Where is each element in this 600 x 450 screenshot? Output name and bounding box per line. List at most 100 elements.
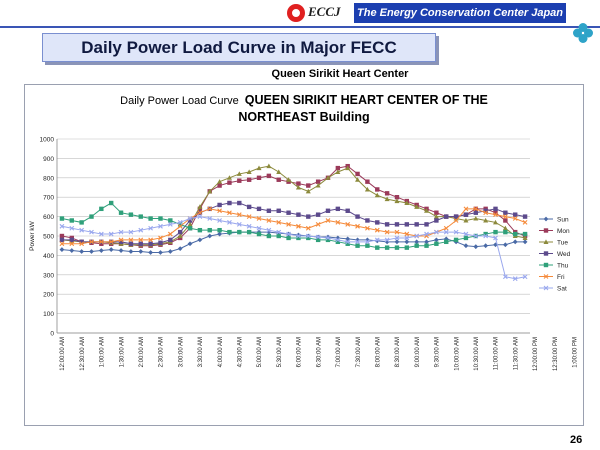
data-point-tue — [256, 165, 262, 171]
data-point-sat — [512, 276, 518, 282]
header-divider — [0, 26, 600, 28]
data-point-tue — [522, 235, 528, 240]
data-point-thu — [394, 245, 400, 250]
data-point-fri — [98, 239, 104, 245]
data-point-wed — [276, 208, 281, 213]
data-point-mon — [315, 179, 321, 184]
data-point-mon — [335, 165, 341, 171]
data-point-fri — [315, 221, 321, 227]
data-point-sat — [177, 220, 183, 225]
data-point-fri — [404, 231, 410, 237]
data-point-fri — [365, 225, 370, 231]
data-point-tue — [463, 217, 469, 223]
data-point-thu — [227, 229, 232, 235]
data-point-fri — [266, 218, 272, 223]
data-point-sat — [473, 233, 479, 239]
data-point-fri — [502, 214, 508, 219]
data-point-sun — [217, 231, 222, 237]
x-tick-label: 9:30:00 AM — [435, 337, 441, 367]
data-point-sat — [522, 274, 528, 280]
data-point-wed — [365, 218, 370, 223]
data-point-thu — [246, 229, 252, 235]
data-point-wed — [325, 208, 331, 213]
data-point-mon — [375, 187, 380, 192]
data-point-sat — [414, 233, 420, 239]
data-point-tue — [364, 186, 370, 192]
data-point-wed — [522, 214, 528, 219]
data-point-wed — [315, 212, 321, 217]
y-tick-label: 500 — [43, 234, 54, 241]
data-point-fri — [79, 241, 85, 247]
x-tick-label: 3:00:00 AM — [178, 337, 184, 367]
data-point-wed — [414, 222, 419, 227]
legend-label-tue: Tue — [557, 240, 568, 247]
legend-label-sat: Sat — [557, 286, 567, 293]
data-point-sun — [463, 243, 469, 249]
x-tick-label: 1:00:00 AM — [100, 337, 106, 367]
data-point-sat — [89, 229, 94, 235]
data-point-mon — [296, 181, 301, 186]
data-point-sat — [138, 227, 144, 233]
data-point-wed — [217, 202, 222, 208]
data-point-wed — [128, 241, 134, 246]
data-point-fri — [59, 241, 65, 247]
data-point-fri — [207, 206, 213, 212]
line-chart: 0 100 200 300 400 500 600 700 800 900 1000 Power kW… — [29, 137, 579, 372]
org-name-banner: The Energy Conservation Center Japan — [354, 3, 566, 23]
data-point-sun — [69, 248, 75, 253]
data-point-mon — [434, 210, 439, 215]
data-point-fri — [167, 231, 173, 237]
clover-icon — [573, 23, 593, 43]
page-subtitle: Queen Sirikit Heart Center — [271, 68, 409, 80]
x-tick-label: 7:30:00 AM — [356, 337, 362, 367]
data-point-fri — [227, 210, 232, 216]
data-point-tue — [384, 196, 390, 202]
data-point-tue — [374, 192, 380, 198]
data-point-fri — [256, 216, 262, 221]
data-point-tue — [276, 169, 282, 174]
data-point-fri — [384, 229, 390, 235]
data-point-sat — [246, 223, 252, 229]
data-point-wed — [434, 218, 439, 223]
data-point-thu — [237, 229, 242, 235]
data-point-thu — [276, 233, 281, 239]
data-point-thu — [108, 200, 114, 206]
data-point-wed — [237, 200, 242, 206]
data-point-wed — [513, 212, 518, 217]
data-point-sat — [502, 274, 508, 280]
data-point-sat — [286, 231, 291, 237]
data-point-tue — [286, 177, 292, 182]
data-point-tue — [266, 163, 272, 169]
data-point-fri — [483, 210, 489, 216]
legend-marker-sun — [543, 216, 549, 222]
data-point-thu — [177, 222, 183, 227]
data-point-fri — [276, 220, 282, 225]
data-point-thu — [99, 206, 104, 212]
data-point-wed — [493, 206, 498, 212]
data-point-sun — [89, 249, 94, 254]
data-point-thu — [513, 231, 518, 237]
data-point-sat — [167, 221, 173, 227]
data-point-sun — [424, 239, 429, 245]
data-point-sat — [217, 218, 222, 223]
data-point-fri — [453, 218, 459, 223]
y-tick-label: 800 — [43, 175, 54, 182]
data-point-sun — [197, 237, 203, 243]
data-point-sun — [148, 250, 154, 255]
chart-title-line2: NORTHEAST Building — [238, 110, 370, 124]
y-tick-label: 600 — [43, 214, 54, 221]
data-point-wed — [355, 214, 360, 219]
data-point-thu — [306, 235, 311, 241]
data-point-mon — [306, 183, 311, 188]
data-point-sat — [335, 237, 341, 243]
data-point-sat — [404, 235, 410, 241]
data-point-thu — [493, 229, 498, 235]
legend-label-wed: Wed — [557, 251, 571, 258]
x-tick-label: 12:00:00 AM — [60, 337, 66, 371]
data-point-tue — [502, 225, 508, 231]
data-point-thu — [69, 218, 74, 223]
data-point-thu — [315, 237, 321, 243]
data-point-wed — [177, 229, 183, 235]
data-point-thu — [335, 239, 341, 245]
data-point-tue — [197, 204, 203, 209]
